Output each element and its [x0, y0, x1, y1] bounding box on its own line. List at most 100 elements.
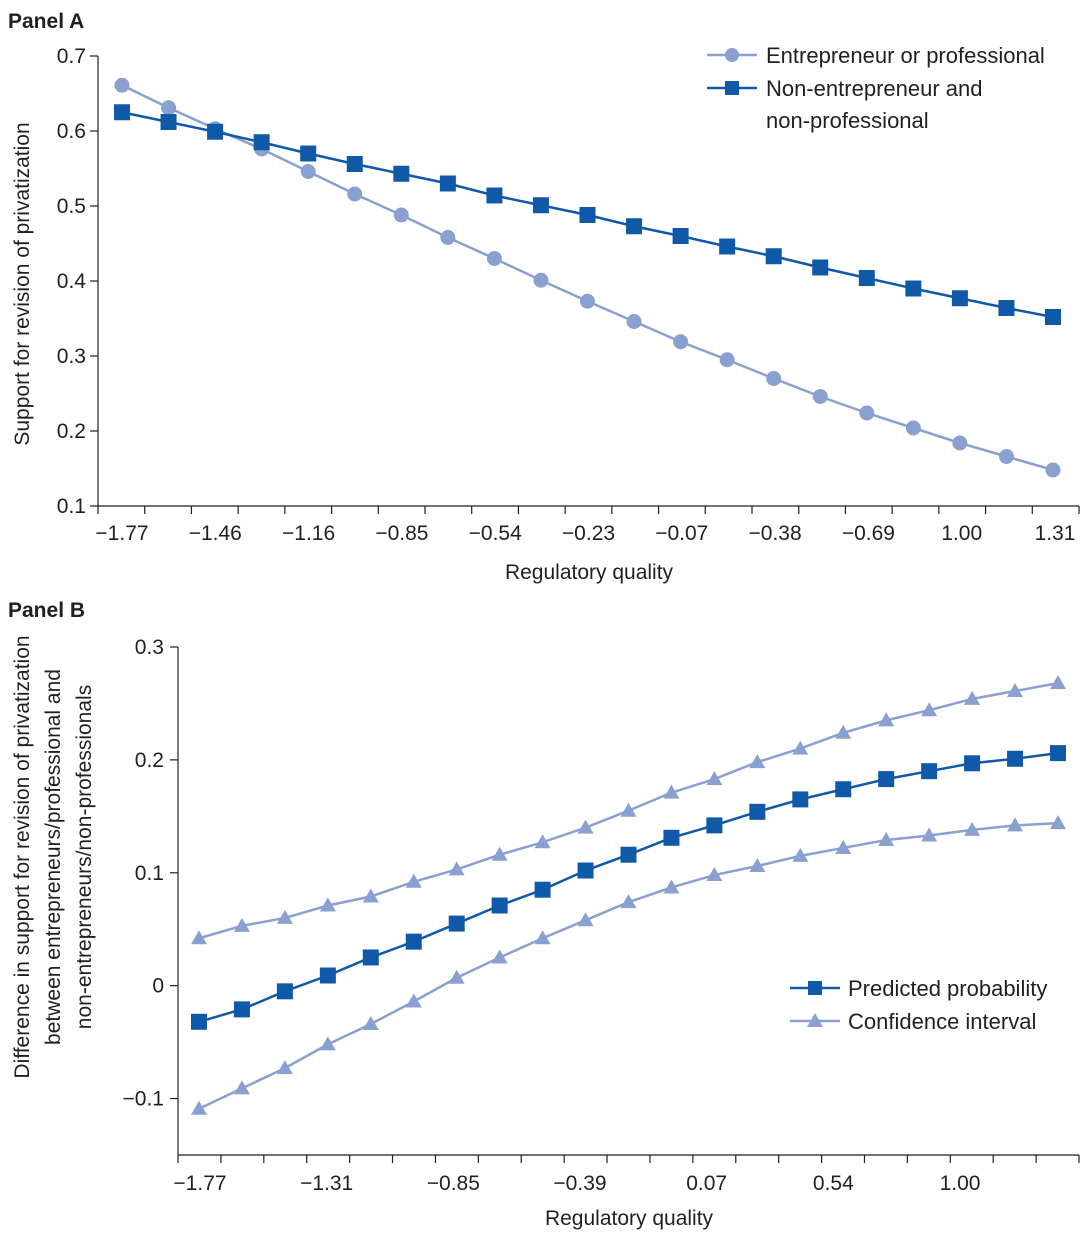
- data-point-square: [835, 781, 852, 798]
- data-point-square: [858, 270, 875, 286]
- data-point-square: [951, 290, 968, 307]
- data-point-triangle: [1007, 683, 1024, 698]
- data-point-triangle: [620, 802, 637, 817]
- data-point-square: [439, 175, 456, 192]
- data-point-square: [663, 829, 680, 846]
- data-point-square: [532, 197, 549, 214]
- data-point-square: [448, 915, 465, 932]
- panel-b-x-tick-label: −0.39: [553, 1172, 606, 1195]
- legend-marker-non-entrepreneur: [725, 81, 739, 95]
- data-point-triangle: [405, 993, 422, 1008]
- panel-a: Panel A 0.1 0.2 0.3 0.4 0.5 0.6 0.7 −1.77 −1.46…: [8, 10, 1080, 584]
- data-point-triangle: [706, 771, 723, 786]
- data-point-square: [998, 300, 1015, 316]
- panel-a-y-tick-label: 0.7: [57, 45, 86, 68]
- data-point-square: [486, 187, 503, 204]
- data-point-square: [765, 248, 782, 265]
- data-point-triangle: [749, 754, 766, 769]
- data-point-square: [905, 280, 922, 297]
- panel-b-x-ticks: −1.77 −1.31 −0.85 −0.39 0.07 0.54 1.00: [173, 1155, 1080, 1195]
- data-point-square: [749, 803, 766, 820]
- data-point-triangle: [405, 873, 422, 888]
- panel-a-x-tick-label: −0.69: [842, 522, 895, 545]
- data-point-circle: [300, 164, 316, 179]
- panel-b-series: [191, 675, 1066, 1115]
- data-point-triangle: [191, 930, 207, 945]
- data-point-circle: [533, 272, 549, 288]
- data-point-circle: [952, 435, 968, 451]
- legend-label-non-entrepreneur-line2: non-professional: [766, 108, 929, 133]
- data-point-triangle: [491, 846, 508, 861]
- data-point-triangle: [921, 702, 938, 717]
- panel-a-axes: [97, 56, 1079, 507]
- data-point-circle: [114, 77, 130, 93]
- panel-b-legend: Predicted probability Confidence interva…: [790, 976, 1047, 1034]
- panel-b-y-axis-label-line2: between entrepreneurs/professional and: [42, 669, 65, 1045]
- panel-a-x-ticks: −1.77 −1.46 −1.16 −0.85 −0.54 −0.23 −0.07 −0.38…: [95, 506, 1080, 545]
- data-point-triangle: [276, 909, 293, 924]
- data-point-triangle: [835, 839, 852, 854]
- data-point-circle: [905, 420, 921, 436]
- panel-b-title: Panel B: [8, 599, 85, 622]
- data-point-triangle: [362, 888, 379, 903]
- data-point-square: [253, 134, 270, 151]
- data-point-circle: [347, 186, 363, 202]
- panel-a-x-tick-label: −1.16: [282, 522, 335, 545]
- data-point-circle: [161, 100, 177, 116]
- panel-a-x-tick-label: 1.00: [941, 522, 982, 545]
- data-point-circle: [486, 251, 502, 266]
- data-point-circle: [766, 371, 782, 386]
- data-point-triangle: [276, 1060, 293, 1075]
- data-point-circle: [998, 449, 1014, 464]
- data-point-circle: [859, 405, 875, 421]
- data-point-triangle: [233, 917, 250, 932]
- panel-a-y-tick-label: 0.6: [57, 120, 86, 143]
- data-point-triangle: [964, 690, 981, 705]
- panel-a-y-tick-label: 0.2: [57, 420, 86, 443]
- data-point-square: [579, 207, 596, 223]
- data-point-circle: [673, 334, 689, 350]
- data-point-triangle: [319, 1036, 336, 1051]
- panel-b-x-tick-label: 0.07: [686, 1172, 727, 1195]
- panel-b-axes: [177, 647, 1079, 1156]
- data-point-square: [534, 881, 551, 898]
- panel-a-x-axis-label: Regulatory quality: [505, 561, 674, 584]
- data-point-square: [1007, 750, 1024, 767]
- panel-b-x-tick-label: 1.00: [940, 1172, 981, 1195]
- panel-a-x-tick-label: −0.54: [469, 522, 522, 545]
- panel-a-y-ticks: 0.1 0.2 0.3 0.4 0.5 0.6 0.7: [57, 45, 98, 518]
- data-point-circle: [393, 207, 409, 223]
- data-point-triangle: [663, 784, 680, 799]
- data-point-triangle: [878, 712, 895, 727]
- panel-b-series-2: [191, 745, 1066, 1030]
- data-point-triangle: [921, 827, 938, 842]
- panel-b-x-tick-label: −0.85: [427, 1172, 480, 1195]
- panel-a-x-tick-label: −0.38: [749, 522, 802, 545]
- panel-a-y-tick-label: 0.1: [57, 495, 86, 518]
- legend-label-non-entrepreneur-line1: Non-entrepreneur and: [766, 76, 982, 101]
- data-point-triangle: [964, 821, 981, 836]
- panel-b-y-tick-label: 0.2: [135, 749, 164, 772]
- data-point-triangle: [1050, 815, 1066, 830]
- data-point-square: [346, 156, 363, 172]
- panel-b-y-tick-label: 0: [152, 975, 164, 998]
- panel-a-y-axis-label: Support for revision of privatization: [11, 122, 34, 445]
- data-point-circle: [719, 352, 735, 368]
- panel-a-series-1: [114, 104, 1061, 325]
- panel-b-x-tick-label: −1.31: [300, 1172, 353, 1195]
- data-point-triangle: [448, 969, 465, 984]
- data-point-square: [362, 949, 379, 966]
- data-point-triangle: [577, 912, 594, 927]
- data-point-triangle: [1050, 675, 1066, 690]
- data-point-circle: [440, 230, 456, 245]
- legend-label-predicted: Predicted probability: [848, 976, 1047, 1001]
- legend-marker-entrepreneur: [725, 48, 739, 62]
- data-point-square: [706, 817, 723, 834]
- panel-a-x-tick-label: −1.77: [95, 522, 148, 545]
- data-point-square: [620, 846, 637, 863]
- panel-a-y-tick-label: 0.5: [57, 195, 86, 218]
- panel-a-legend: Entrepreneur or professional Non-entrepr…: [707, 43, 1045, 133]
- panel-b-series-0: [191, 675, 1066, 945]
- panel-b-y-tick-label: −0.1: [123, 1088, 164, 1111]
- panel-a-x-tick-label: −0.07: [655, 522, 708, 545]
